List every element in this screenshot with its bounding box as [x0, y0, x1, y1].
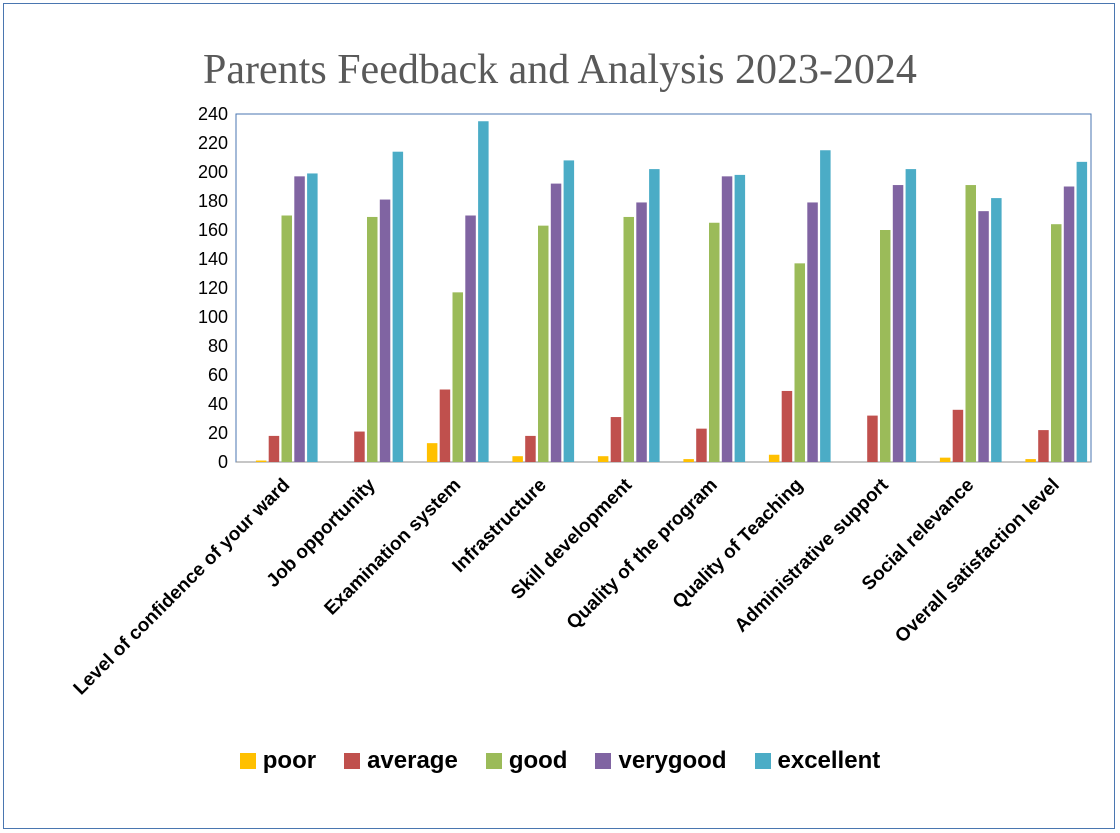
bar-good [709, 222, 720, 462]
category-label: Administrative support [731, 474, 893, 636]
bar-good [965, 185, 976, 463]
legend-item-average: average [344, 747, 458, 775]
bar-verygood [1063, 186, 1075, 462]
bar-excellent [307, 173, 318, 462]
legend: poor average good verygood excellent [0, 746, 1120, 776]
bar-poor [768, 454, 780, 462]
bar-good [538, 225, 549, 462]
bar-verygood [978, 211, 989, 462]
bar-excellent [991, 198, 1002, 462]
bar-poor [512, 456, 523, 462]
y-tick-label: 140 [198, 249, 228, 269]
bar-verygood [550, 183, 562, 462]
bar-average [696, 428, 707, 462]
bar-excellent [734, 174, 746, 462]
legend-item-poor: poor [239, 747, 317, 775]
legend-item-excellent: excellent [754, 747, 881, 775]
bar-average [525, 435, 536, 462]
y-tick-label: 60 [208, 365, 228, 385]
y-tick-label: 200 [198, 162, 228, 182]
bar-excellent [478, 121, 489, 462]
y-tick-label: 80 [208, 336, 228, 356]
bar-average [268, 435, 280, 462]
bar-excellent [649, 169, 660, 462]
bar-poor [597, 456, 609, 462]
bar-verygood [465, 215, 476, 462]
legend-label: poor [262, 747, 317, 774]
bar-good [452, 292, 463, 462]
legend-item-good: good [485, 747, 568, 775]
bar-verygood [294, 176, 305, 462]
legend-item-verygood: verygood [595, 747, 727, 775]
bar-excellent [820, 150, 831, 462]
bar-excellent [563, 160, 575, 462]
y-tick-label: 160 [198, 220, 228, 240]
bar-poor [426, 443, 438, 462]
bar-verygood [721, 176, 733, 462]
y-tick-label: 100 [198, 307, 228, 327]
bar-verygood [379, 199, 391, 463]
category-label: Overall satisfaction level [891, 475, 1063, 647]
legend-label: average [367, 747, 458, 774]
bar-excellent [392, 151, 404, 462]
bar-excellent [1076, 161, 1088, 462]
bar-average [354, 431, 365, 462]
legend-label: good [508, 747, 568, 774]
bar-average [952, 409, 964, 462]
legend-label: excellent [777, 747, 881, 774]
bars-group [255, 121, 1088, 463]
bar-excellent [905, 169, 917, 462]
bar-verygood [807, 202, 818, 462]
legend-swatch [754, 753, 771, 769]
y-tick-label: 40 [208, 394, 228, 414]
bar-good [367, 216, 378, 462]
bar-poor [255, 460, 267, 462]
bar-poor [1025, 459, 1036, 462]
y-tick-label: 180 [198, 191, 228, 211]
bar-good [880, 230, 891, 462]
legend-swatch [595, 753, 612, 769]
y-tick-label: 240 [198, 104, 228, 124]
bar-average [867, 415, 878, 462]
y-axis-ticks: 0 20 40 60 80 100 120 140 160 180 200 220 240 [198, 104, 228, 472]
category-label: Level of confidence of your ward [70, 475, 295, 700]
y-tick-label: 120 [198, 278, 228, 298]
y-tick-label: 0 [218, 452, 228, 472]
bar-good [1051, 224, 1062, 462]
bar-good [623, 216, 634, 462]
bar-good [281, 215, 292, 462]
legend-swatch [485, 753, 502, 769]
bar-average [1038, 430, 1049, 462]
bar-poor [683, 459, 694, 462]
bar-poor [939, 457, 951, 462]
bar-good [794, 263, 805, 462]
y-tick-label: 20 [208, 423, 228, 443]
bar-verygood [892, 185, 904, 463]
bar-verygood [636, 202, 647, 462]
legend-swatch [344, 753, 361, 769]
bar-average [439, 389, 451, 462]
y-tick-label: 220 [198, 133, 228, 153]
bar-average [610, 417, 622, 462]
legend-swatch [239, 753, 256, 769]
category-label: Quality of the program [563, 475, 722, 634]
bar-average [781, 390, 793, 462]
legend-label: verygood [618, 747, 727, 774]
chart-title: Parents Feedback and Analysis 2023-2024 [203, 47, 917, 93]
